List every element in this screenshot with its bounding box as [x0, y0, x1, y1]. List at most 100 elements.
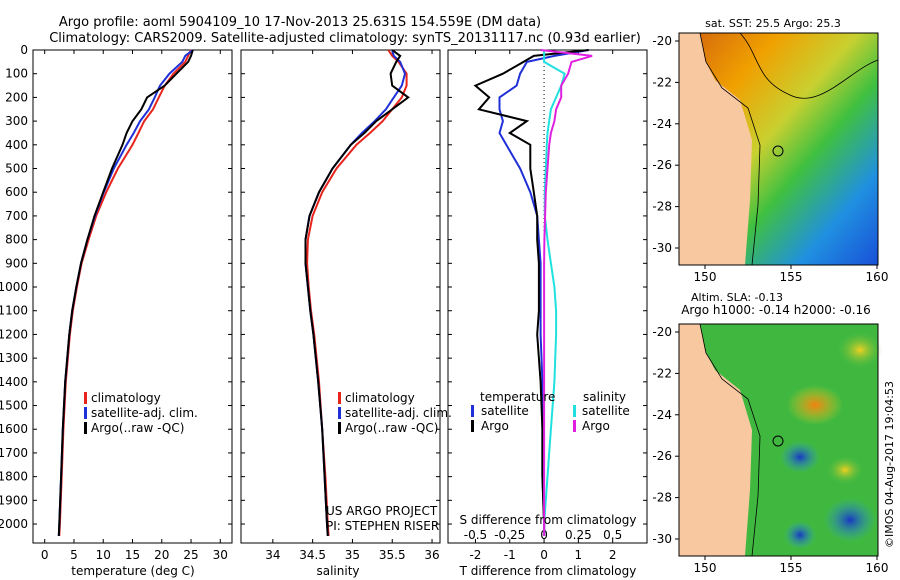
x-tick-label: 0	[41, 548, 49, 562]
legend-satellite: satellite-adj. clim.	[91, 406, 198, 420]
series-line	[58, 49, 192, 536]
float-position-marker	[772, 145, 784, 157]
diff-swatch-t-argo	[471, 420, 474, 432]
sla-map	[678, 323, 882, 557]
sst-map	[678, 32, 879, 266]
depth-tick-label: 800	[5, 233, 28, 247]
land-australia	[679, 33, 752, 265]
depth-axis: 0 100 200 300 400 500 600 700 800 900 1000 1100 1200…	[0, 43, 647, 531]
x-tick-label: 35.5	[379, 548, 406, 562]
difference-legend: temperature salinity satellite Argo sate…	[471, 390, 630, 433]
depth-tick-label: 1900	[0, 493, 28, 507]
map-lat-label: -26	[652, 158, 672, 172]
diff-legend-s-argo: Argo	[582, 419, 610, 433]
x-tick-label: 15	[125, 548, 140, 562]
diff-legend-t-satellite: satellite	[481, 404, 529, 418]
legend-argo: Argo(..raw -QC)	[91, 421, 184, 435]
map-lat-label: -30	[652, 241, 672, 255]
x-tick-label: -2	[469, 548, 481, 562]
map-axes: -20 -22 -24 -26 -28 -30 150 155 160 -20 -22 -24 -26 -…	[652, 34, 888, 575]
sla-map-title-2: Argo h1000: -0.14 h2000: -0.16	[681, 303, 871, 317]
map-lon-label: 160	[866, 270, 889, 284]
diff-swatch-t-satellite	[471, 405, 474, 417]
sst-map-frame	[678, 32, 879, 266]
legend-swatch-satellite	[338, 407, 341, 419]
series-line	[540, 49, 593, 536]
difference-xlabel: T difference from climatology	[459, 564, 637, 578]
x-tick-label: 1	[575, 548, 583, 562]
depth-tick-label: 100	[5, 67, 28, 81]
depth-tick-label: 1000	[0, 280, 28, 294]
temperature-chart: 0 5 10 15 20 25 30	[41, 49, 228, 562]
series-line	[304, 49, 407, 536]
coastline-contour	[699, 323, 761, 557]
x-tick-label: 30	[213, 548, 228, 562]
depth-tick-label: 1400	[0, 375, 28, 389]
legend-swatch-argo	[84, 422, 87, 434]
temperature-xlabel: temperature (deg C)	[71, 564, 194, 578]
map-lon-label: 155	[780, 561, 803, 575]
depth-tick-label: 0	[20, 43, 28, 57]
series-line	[57, 49, 194, 536]
sla-high-anomaly	[838, 332, 882, 368]
x-tick-label: 5	[70, 548, 78, 562]
diff-legend-temperature: temperature	[480, 390, 555, 404]
x-tick-label: 34.5	[299, 548, 326, 562]
coastline-contour	[699, 32, 761, 266]
map-lat-label: -30	[652, 532, 672, 546]
depth-tick-label: 1200	[0, 327, 28, 341]
sla-map-frame	[678, 323, 879, 557]
legend-climatology: climatology	[345, 391, 415, 405]
x-tick-label: 20	[154, 548, 169, 562]
diff-swatch-s-argo	[573, 420, 576, 432]
x2-tick-label: 0.5	[603, 528, 622, 542]
diff-swatch-s-satellite	[573, 405, 576, 417]
depth-contour	[739, 32, 879, 99]
x2-tick-label: -0.25	[494, 528, 525, 542]
legend-swatch-argo	[338, 422, 341, 434]
depth-tick-label: 700	[5, 209, 28, 223]
x-tick-label: 35	[345, 548, 360, 562]
sla-low-anomaly	[780, 441, 820, 473]
series-line	[57, 49, 194, 536]
map-lat-label: -20	[652, 34, 672, 48]
title-line-1: Argo profile: aoml 5904109_10 17-Nov-201…	[59, 15, 541, 30]
depth-tick-label: 1500	[0, 399, 28, 413]
legend-swatch-satellite	[84, 407, 87, 419]
map-lat-label: -24	[652, 408, 672, 422]
map-lat-label: -20	[652, 325, 672, 339]
legend-swatch-climatology	[338, 392, 341, 404]
map-lat-label: -28	[652, 491, 672, 505]
x-tick-label: 34	[265, 548, 280, 562]
sla-map-title-1: Altim. SLA: -0.13	[691, 291, 783, 304]
map-lon-label: 150	[694, 270, 717, 284]
x2-tick-label: 0.25	[565, 528, 592, 542]
salinity-xlabel: salinity	[316, 564, 359, 578]
x2-tick-label: -0.5	[464, 528, 487, 542]
x-tick-label: 10	[96, 548, 111, 562]
salinity-legend: climatology satellite-adj. clim. Argo(..…	[338, 391, 452, 435]
depth-tick-label: 1800	[0, 470, 28, 484]
depth-tick-label: 400	[5, 138, 28, 152]
temperature-legend: climatology satellite-adj. clim. Argo(..…	[84, 391, 198, 435]
x-tick-label: 0	[540, 548, 548, 562]
salinity-chart: 34 34.5 35 35.5 36	[265, 49, 440, 562]
diff-legend-salinity: salinity	[583, 390, 626, 404]
depth-tick-label: 1600	[0, 422, 28, 436]
legend-argo: Argo(..raw -QC)	[345, 421, 438, 435]
sla-low-anomaly	[824, 498, 876, 542]
legend-swatch-climatology	[84, 392, 87, 404]
map-lon-label: 155	[780, 270, 803, 284]
map-lon-label: 160	[866, 561, 889, 575]
depth-tick-label: 1100	[0, 304, 28, 318]
x-tick-label: 2	[609, 548, 617, 562]
sst-map-title: sat. SST: 25.5 Argo: 25.3	[705, 17, 841, 30]
series-line	[304, 49, 410, 536]
title-line-2: Climatology: CARS2009. Satellite-adjuste…	[49, 31, 641, 46]
series-line	[473, 49, 589, 536]
land-australia	[679, 324, 752, 556]
depth-tick-label: 500	[5, 162, 28, 176]
map-lat-label: -24	[652, 117, 672, 131]
x-tick-label: 25	[183, 548, 198, 562]
